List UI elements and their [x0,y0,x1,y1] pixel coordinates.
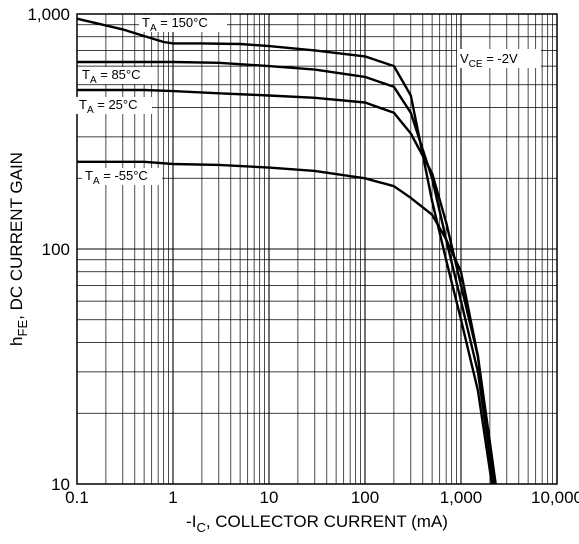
series-lines [76,17,497,485]
series-label-3: TA = -55°C [85,168,148,187]
condition-label-bg [457,49,541,68]
series-line-2 [77,88,496,485]
y-tick-label: 10 [51,475,70,494]
series-label-bg [79,67,154,84]
series-line-0 [76,17,494,485]
tick-labels: 0.1 1 10 100 1,000 10,000 10 100 1,000 [27,5,579,507]
y-tick-label: 100 [42,240,70,259]
series-label-0: TA = 150°C [142,15,208,34]
condition-label: VCE = -2V [460,51,518,70]
axis-titles: -IC, COLLECTOR CURRENT (mA) hFE, DC CURRE… [7,152,448,535]
x-tick-label: 1,000 [440,488,483,507]
series-label-bg [82,168,162,185]
annotations: TA = 150°C TA = 85°C TA = 25°C TA = -55°C VC… [76,15,541,187]
plot-frame [76,13,558,485]
x-tick-label: 100 [351,488,379,507]
x-axis-title: -IC, COLLECTOR CURRENT (mA) [186,512,448,535]
x-tick-label: 10,000 [531,488,579,507]
x-tick-label: 10 [260,488,279,507]
series-label-2: TA = 25°C [79,97,138,116]
series-label-bg [76,97,152,114]
x-tick-label: 0.1 [65,488,89,507]
series-label-1: TA = 85°C [82,67,141,86]
series-line-1 [77,60,496,485]
series-line-3 [77,160,497,485]
y-tick-label: 1,000 [27,5,70,24]
y-axis-title: hFE, DC CURRENT GAIN [7,152,30,346]
x-tick-label: 1 [168,488,177,507]
series-label-bg [139,15,227,32]
